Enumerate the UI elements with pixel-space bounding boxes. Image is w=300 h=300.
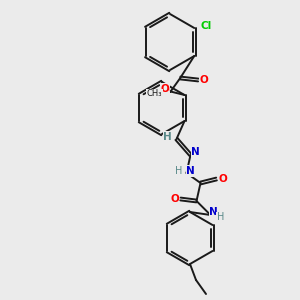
Text: H: H (175, 166, 182, 176)
Text: H: H (163, 132, 172, 142)
Text: H: H (217, 212, 224, 222)
Text: O: O (218, 174, 227, 184)
Text: O: O (160, 84, 169, 94)
Text: O: O (161, 86, 170, 96)
Text: N: N (209, 207, 218, 217)
Text: CH₃: CH₃ (147, 89, 162, 98)
Text: O: O (200, 75, 208, 85)
Text: O: O (170, 194, 179, 204)
Text: N: N (191, 147, 200, 157)
Text: Cl: Cl (201, 21, 212, 31)
Text: N: N (186, 166, 195, 176)
